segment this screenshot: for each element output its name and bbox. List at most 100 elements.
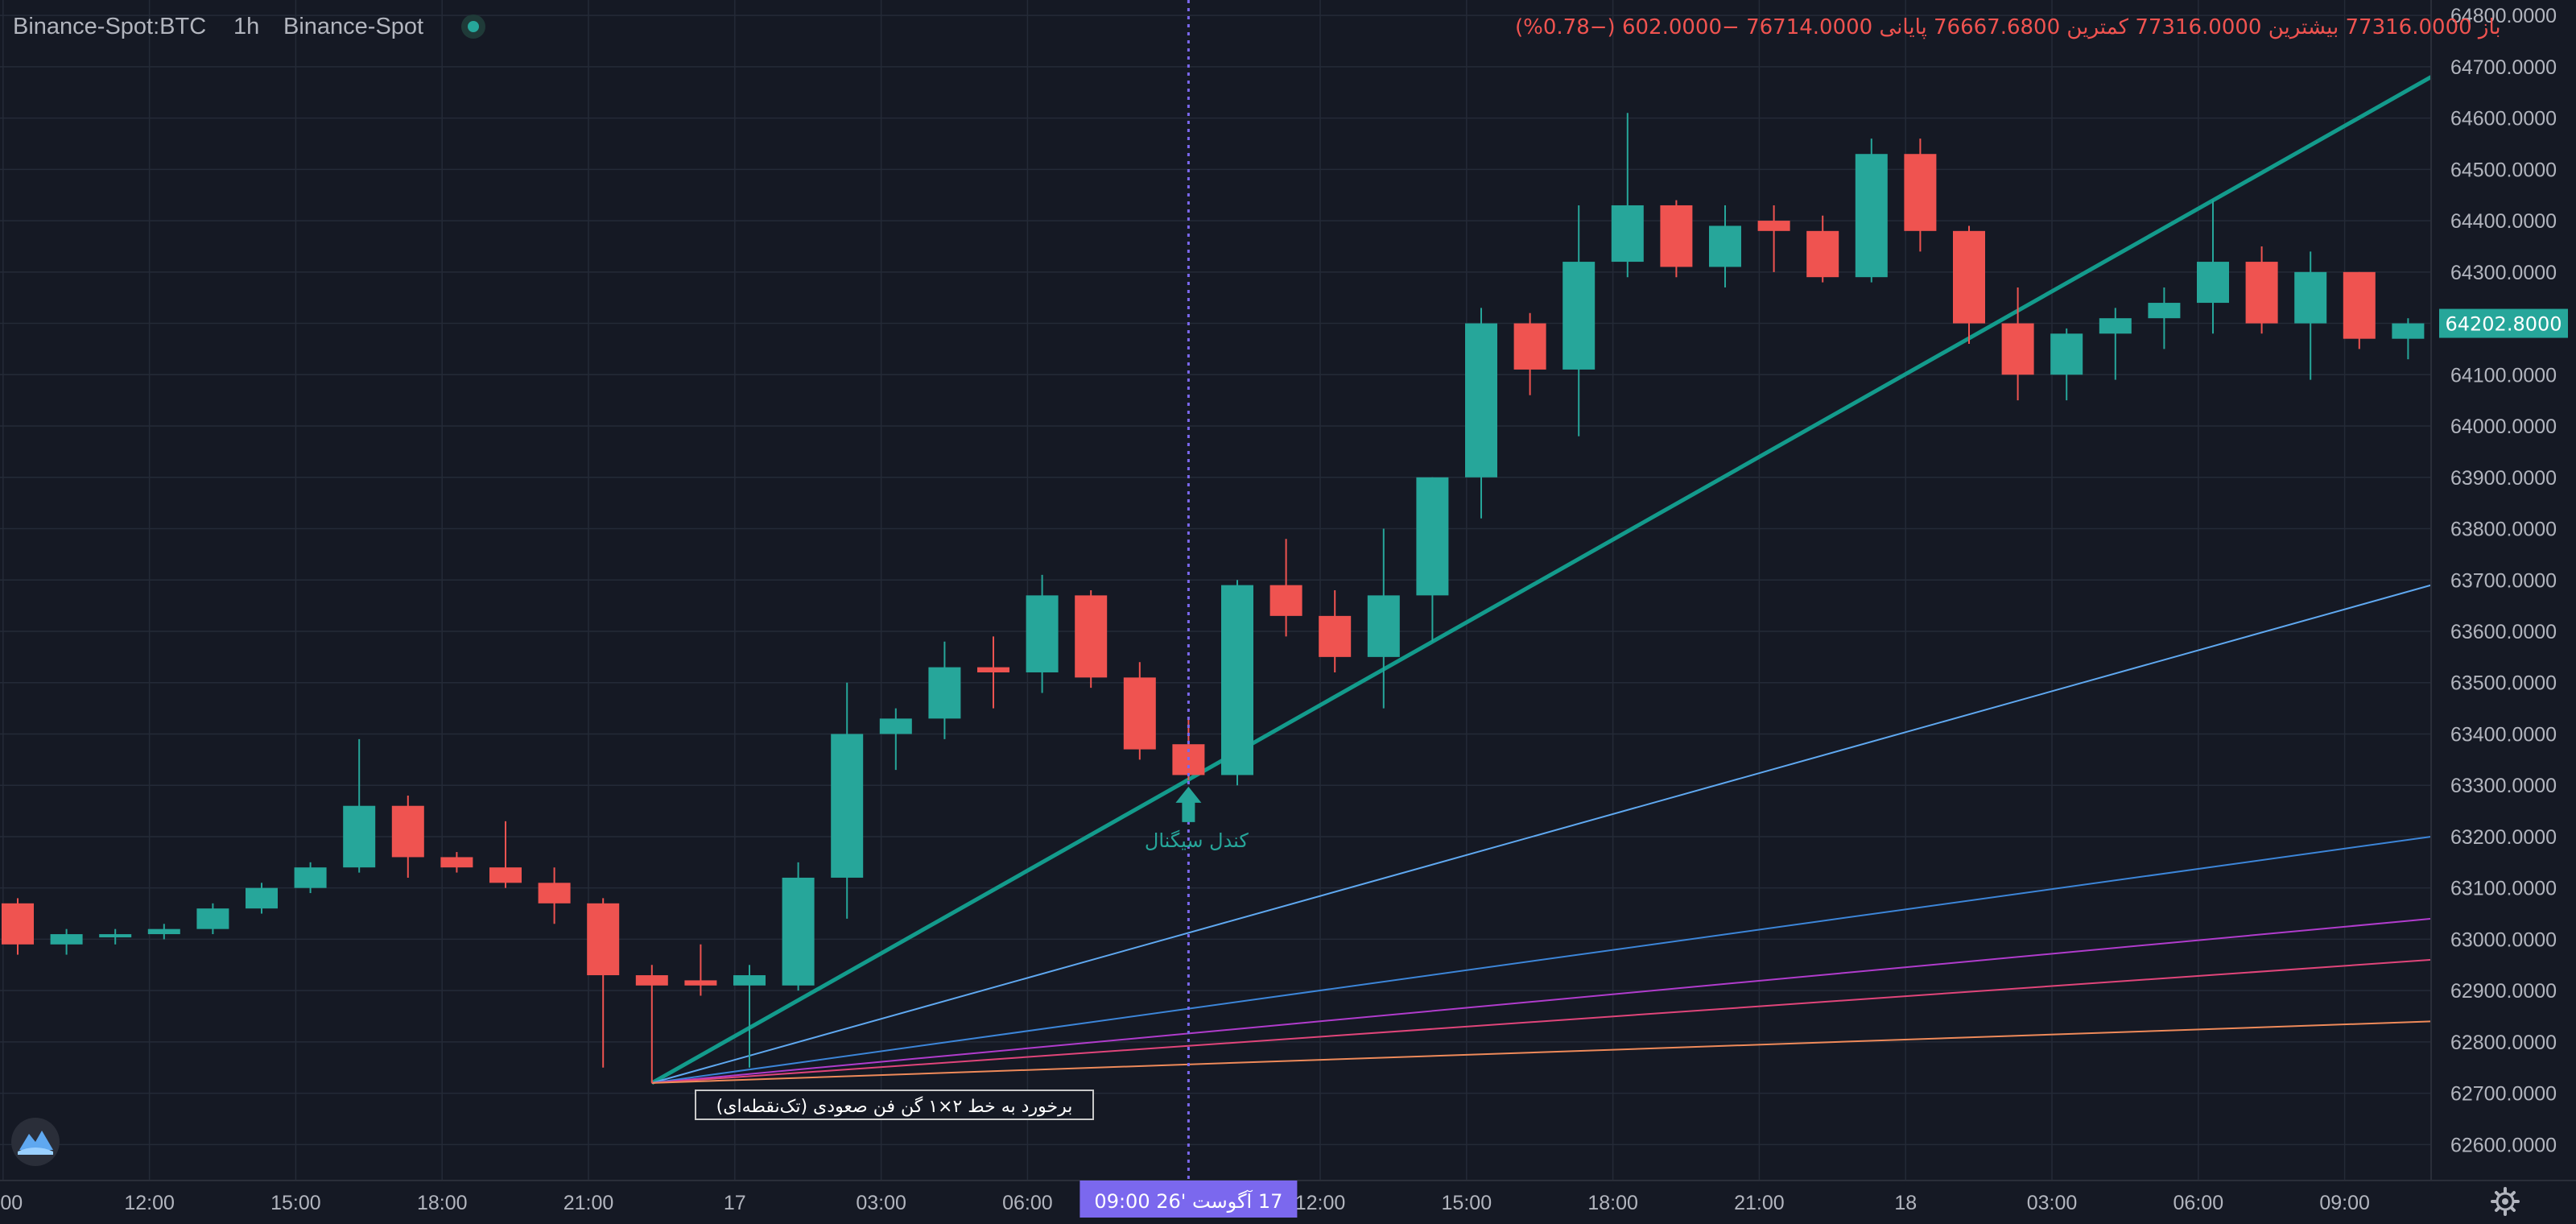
candle xyxy=(246,883,278,914)
candle xyxy=(196,903,229,935)
candle-body xyxy=(2197,262,2229,304)
gann-fan-line xyxy=(651,1020,2432,1084)
candle xyxy=(2343,271,2376,349)
candle-body xyxy=(2245,262,2278,324)
gann-fan-line xyxy=(651,917,2432,1084)
price-tick-label: 63600.0000 xyxy=(2450,621,2557,643)
crosshair-time-box xyxy=(1080,1181,1298,1218)
candle xyxy=(1611,113,1644,278)
time-tick-label: 09:00 xyxy=(2319,1192,2370,1214)
candle xyxy=(928,641,961,739)
candle xyxy=(1953,225,1985,345)
time-tick-label: 17 xyxy=(724,1192,746,1214)
price-tick-label: 63800.0000 xyxy=(2450,519,2557,541)
price-tick-label: 64300.0000 xyxy=(2450,262,2557,284)
candle-body xyxy=(2343,271,2376,339)
price-tick-label: 64800.0000 xyxy=(2450,5,2557,27)
candles xyxy=(2,113,2425,1083)
candle-body xyxy=(1465,323,1497,478)
price-tick-label: 62800.0000 xyxy=(2450,1032,2557,1054)
candle-body xyxy=(489,867,522,883)
gann-note-text: برخورد به خط ۲×۱ گن فن صعودی (تک‌نقطه‌ای… xyxy=(716,1096,1073,1117)
candle-body xyxy=(1563,262,1596,370)
candle xyxy=(1416,477,1449,642)
candle xyxy=(1123,662,1156,760)
candle-body xyxy=(928,667,961,719)
time-axis[interactable]: 9:00 12:00 15:00 18:00 21:00 17 03:00 06:00 12:0… xyxy=(0,1192,2370,1214)
candle xyxy=(391,795,424,878)
time-tick-label: 06:00 xyxy=(2174,1192,2224,1214)
price-tick-label: 63100.0000 xyxy=(2450,878,2557,900)
candle xyxy=(782,862,815,991)
price-tick-label: 62600.0000 xyxy=(2450,1134,2557,1156)
candle-body xyxy=(538,883,571,904)
price-tick-label: 63500.0000 xyxy=(2450,672,2557,695)
interval-label[interactable]: 1h xyxy=(233,14,259,39)
candle xyxy=(733,965,766,1068)
candle-body xyxy=(1513,323,1546,370)
gear-icon[interactable] xyxy=(2491,1187,2520,1216)
candle-body xyxy=(879,718,912,734)
candle-body xyxy=(977,667,1009,672)
candle-body xyxy=(1709,225,1741,267)
candle xyxy=(1026,574,1059,693)
time-tick-label: 03:00 xyxy=(856,1192,906,1214)
candle xyxy=(831,682,864,919)
exchange-label[interactable]: Binance-Spot xyxy=(283,14,423,39)
candle xyxy=(2245,246,2278,334)
candle-body xyxy=(99,934,132,938)
candle-body xyxy=(733,975,766,986)
candle xyxy=(1513,312,1546,395)
candle-body xyxy=(246,887,278,909)
candle xyxy=(1904,139,1937,252)
candle-body xyxy=(831,734,864,878)
candle xyxy=(1221,580,1253,786)
time-tick-label: 15:00 xyxy=(270,1192,321,1214)
time-tick-label: 21:00 xyxy=(564,1192,614,1214)
candle-body xyxy=(1757,221,1790,231)
gann-fan[interactable] xyxy=(650,75,2433,1085)
candle-body xyxy=(1855,154,1888,278)
candle xyxy=(635,965,668,1083)
price-tick-label: 64500.0000 xyxy=(2450,159,2557,181)
symbol-label[interactable]: Binance-Spot:BTC xyxy=(13,14,206,39)
candle-body xyxy=(1416,477,1449,596)
time-tick-label: 18:00 xyxy=(417,1192,468,1214)
time-tick-label: 03:00 xyxy=(2027,1192,2078,1214)
candle xyxy=(2,898,34,955)
time-tick-label: 18 xyxy=(1894,1192,1917,1214)
chart-grid xyxy=(0,0,2431,1181)
candle xyxy=(1075,590,1108,688)
time-tick-label: 9:00 xyxy=(0,1192,23,1214)
ohlc-values: باز 77316.0000 بیشترین 77316.0000 کمترین… xyxy=(1515,15,2501,39)
candle xyxy=(1563,205,1596,436)
crosshair-time-label: 17 آگوست '26 09:00 xyxy=(1094,1189,1282,1213)
candle xyxy=(343,738,376,873)
gann-note-box[interactable] xyxy=(695,1090,1094,1120)
candle-body xyxy=(587,903,620,976)
candle-body xyxy=(1953,230,1985,324)
candle-body xyxy=(1611,205,1644,263)
candle-body xyxy=(1026,595,1059,672)
price-axis[interactable]: 62600.0000 62700.0000 62800.0000 62900.0000… xyxy=(2450,5,2557,1156)
candle xyxy=(2294,251,2327,380)
candle xyxy=(879,708,912,771)
candle xyxy=(1367,528,1400,709)
candle xyxy=(440,852,473,873)
price-tick-label: 63000.0000 xyxy=(2450,928,2557,951)
candle-body xyxy=(2001,323,2034,375)
candle xyxy=(1855,139,1888,283)
candle xyxy=(50,928,83,955)
price-tick-label: 62700.0000 xyxy=(2450,1083,2557,1106)
candle-body xyxy=(440,857,473,868)
candle-body xyxy=(2099,318,2132,334)
brand-logo-icon[interactable] xyxy=(11,1118,60,1166)
candle-body xyxy=(1319,615,1352,657)
candle xyxy=(99,928,132,945)
price-tick-label: 64100.0000 xyxy=(2450,364,2557,387)
price-tick-label: 63400.0000 xyxy=(2450,723,2557,746)
gann-fan-line xyxy=(651,835,2432,1084)
candle xyxy=(2001,287,2034,401)
time-tick-label: 12:00 xyxy=(124,1192,175,1214)
